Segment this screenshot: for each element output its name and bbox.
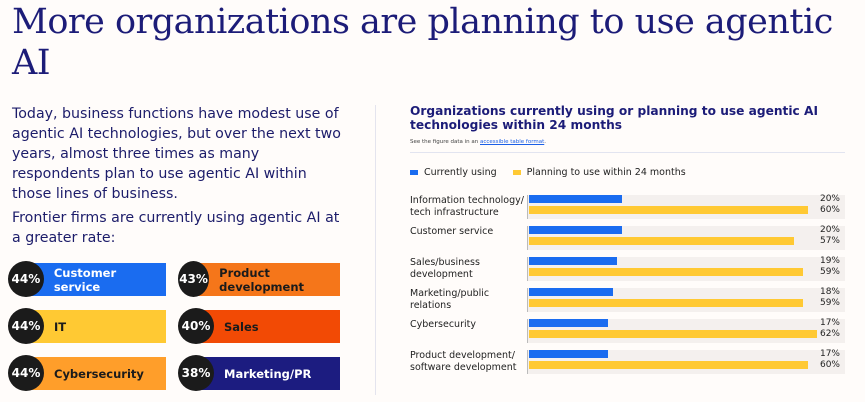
category-label: Information technology/ tech infrastruct… — [410, 195, 524, 218]
bar-track: 17% 62% — [527, 318, 845, 343]
badge-bar — [190, 263, 340, 296]
badge-percent: 40% — [178, 308, 214, 344]
bar-track: 20% 57% — [527, 225, 845, 250]
bar-track: 20% 60% — [527, 194, 845, 219]
intro-text: Today, business functions have modest us… — [12, 106, 341, 202]
value-label: 62% — [819, 329, 840, 339]
chart-row: Customer service 20% 57% — [410, 225, 845, 250]
value-label: 20% — [819, 225, 840, 235]
bar-planning — [529, 237, 795, 245]
divider — [410, 152, 845, 153]
bar-track: 17% 60% — [527, 349, 845, 374]
value-label: 57% — [819, 236, 840, 246]
category-label: Sales/business development — [410, 257, 480, 280]
bar-planning — [529, 299, 804, 307]
bar-planning — [529, 206, 808, 214]
bar-current — [529, 195, 622, 203]
value-label: 60% — [819, 205, 840, 215]
chart-row: Product development/ software developmen… — [410, 349, 845, 374]
note-text: See the figure data in an — [410, 139, 480, 145]
figure-note: See the figure data in an accessible tab… — [410, 139, 546, 145]
chart-row: Cybersecurity 17% 62% — [410, 318, 845, 343]
legend-item-current: Currently using — [410, 167, 497, 178]
category-label: Product development/ software developmen… — [410, 350, 517, 373]
value-label: 60% — [819, 360, 840, 370]
value-label: 59% — [819, 267, 840, 277]
value-label: 17% — [819, 318, 840, 328]
bar-current — [529, 226, 622, 234]
value-label: 59% — [819, 298, 840, 308]
badge-label: Marketing/PR — [224, 366, 312, 381]
divider — [375, 105, 376, 395]
badge-bar — [20, 310, 166, 343]
badge-it: 44% IT — [8, 308, 166, 344]
frontier-text: Frontier firms are currently using agent… — [12, 210, 340, 246]
badge-percent: 44% — [8, 355, 44, 391]
bar-current — [529, 350, 609, 358]
value-label: 18% — [819, 287, 840, 297]
badge-product-development: 43% Product development — [178, 261, 340, 297]
page-title: More organizations are planning to use a… — [12, 2, 833, 83]
bar-planning — [529, 361, 808, 369]
badge-label: Cybersecurity — [54, 366, 144, 381]
badge-label: IT — [54, 319, 67, 334]
badge-bar — [20, 263, 166, 296]
badge-label: Sales — [224, 319, 259, 334]
badge-percent: 44% — [8, 308, 44, 344]
value-label: 17% — [819, 349, 840, 359]
value-label: 19% — [819, 256, 840, 266]
legend-label: Currently using — [424, 167, 497, 178]
bar-track: 18% 59% — [527, 287, 845, 312]
accessible-table-link[interactable]: accessible table format — [480, 139, 545, 145]
bar-current — [529, 257, 618, 265]
badge-marketing-pr: 38% Marketing/PR — [178, 355, 340, 391]
badge-label: Product development — [219, 265, 305, 294]
chart-row: Marketing/public relations 18% 59% — [410, 287, 845, 312]
badge-sales: 40% Sales — [178, 308, 340, 344]
chart-title: Organizations currently using or plannin… — [410, 104, 818, 132]
badge-bar — [190, 357, 340, 390]
legend-swatch — [410, 170, 418, 175]
category-label: Cybersecurity — [410, 319, 476, 330]
chart-row: Information technology/ tech infrastruct… — [410, 194, 845, 219]
badge-customer-service: 44% Customer service — [8, 261, 166, 297]
bar-planning — [529, 330, 818, 338]
bar-current — [529, 288, 613, 296]
category-label: Marketing/public relations — [410, 288, 490, 311]
bar-track: 19% 59% — [527, 256, 845, 281]
badge-percent: 44% — [8, 261, 44, 297]
category-label: Customer service — [410, 226, 494, 237]
badge-percent: 38% — [178, 355, 214, 391]
badge-bar — [20, 357, 166, 390]
value-label: 20% — [819, 194, 840, 204]
badge-bar — [190, 310, 340, 343]
bar-planning — [529, 268, 804, 276]
bar-current — [529, 319, 609, 327]
note-suffix: . — [544, 139, 546, 145]
chart-legend: Currently using Planning to use within 2… — [410, 167, 686, 178]
chart-row: Sales/business development 19% 59% — [410, 256, 845, 281]
badge-label: Customer service — [53, 265, 117, 294]
badge-percent: 43% — [178, 261, 210, 297]
legend-label: Planning to use within 24 months — [526, 167, 686, 178]
badge-cybersecurity: 44% Cybersecurity — [8, 355, 166, 391]
legend-swatch — [512, 170, 521, 175]
legend-item-planning: Planning to use within 24 months — [512, 167, 686, 178]
